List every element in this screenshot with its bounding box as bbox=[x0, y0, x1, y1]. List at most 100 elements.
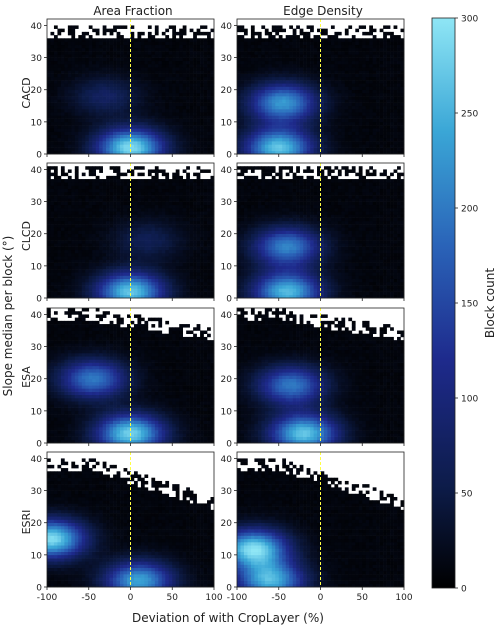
heatmap-cell bbox=[50, 249, 55, 254]
heatmap-cell bbox=[351, 64, 356, 68]
heatmap-cell bbox=[109, 73, 114, 78]
heatmap-cell bbox=[71, 99, 76, 103]
heatmap-cell bbox=[50, 67, 55, 71]
heatmap-cell bbox=[50, 278, 55, 283]
heatmap-cell bbox=[109, 28, 114, 33]
heatmap-cell bbox=[376, 112, 380, 116]
heatmap-cell bbox=[341, 73, 346, 78]
heatmap-cell bbox=[358, 115, 363, 119]
heatmap-cell bbox=[189, 211, 194, 215]
heatmap-cell bbox=[99, 144, 103, 148]
heatmap-cell bbox=[344, 131, 349, 136]
heatmap-cell bbox=[123, 109, 128, 113]
heatmap-cell bbox=[50, 137, 55, 142]
heatmap-cell bbox=[330, 134, 335, 139]
heatmap-cell bbox=[64, 243, 69, 247]
heatmap-cell bbox=[247, 38, 252, 42]
heatmap-cell bbox=[109, 109, 114, 113]
heatmap-cell bbox=[116, 76, 121, 81]
heatmap-cell bbox=[88, 89, 93, 94]
heatmap-cell bbox=[313, 47, 318, 52]
heatmap-cell bbox=[351, 86, 356, 91]
heatmap-cell bbox=[275, 105, 280, 110]
heatmap-cell bbox=[102, 269, 107, 273]
heatmap-cell bbox=[127, 294, 131, 299]
heatmap-cell bbox=[95, 288, 100, 292]
heatmap-cell bbox=[372, 109, 377, 113]
heatmap-cell bbox=[151, 150, 156, 155]
heatmap-cell bbox=[344, 57, 349, 62]
heatmap-cell bbox=[186, 227, 190, 231]
heatmap-cell bbox=[275, 73, 280, 78]
heatmap-cell bbox=[57, 281, 62, 286]
heatmap-cell bbox=[74, 51, 79, 55]
heatmap-cell bbox=[109, 92, 114, 97]
heatmap-cell bbox=[179, 47, 183, 52]
heatmap-cell bbox=[154, 281, 159, 286]
heatmap-cell bbox=[92, 64, 97, 68]
heatmap-cell bbox=[116, 121, 121, 126]
heatmap-cell bbox=[313, 134, 318, 139]
heatmap-cell bbox=[268, 150, 273, 155]
heatmap-cell bbox=[99, 220, 103, 225]
heatmap-cell bbox=[168, 211, 173, 215]
heatmap-cell bbox=[358, 73, 363, 78]
heatmap-cell bbox=[196, 83, 201, 87]
heatmap-cell bbox=[99, 54, 103, 58]
heatmap-cell bbox=[271, 109, 276, 113]
heatmap-cell bbox=[264, 76, 269, 81]
heatmap-cell bbox=[109, 291, 114, 296]
heatmap-cell bbox=[310, 73, 314, 78]
heatmap-cell bbox=[327, 92, 332, 97]
heatmap-cell bbox=[47, 246, 51, 251]
heatmap-cell bbox=[147, 131, 152, 136]
heatmap-cell bbox=[137, 44, 142, 49]
heatmap-cell bbox=[154, 96, 159, 100]
heatmap-cell bbox=[200, 150, 204, 155]
heatmap-cell bbox=[289, 105, 293, 110]
heatmap-cell bbox=[88, 240, 93, 244]
heatmap-cell bbox=[237, 86, 241, 91]
heatmap-cell bbox=[116, 92, 121, 97]
heatmap-cell bbox=[268, 118, 273, 123]
heatmap-cell bbox=[92, 121, 97, 126]
heatmap-cell bbox=[250, 44, 255, 49]
heatmap-cell bbox=[200, 240, 204, 244]
heatmap-cell bbox=[88, 57, 93, 62]
heatmap-cell bbox=[303, 115, 307, 119]
heatmap-cell bbox=[85, 243, 90, 247]
heatmap-cell bbox=[88, 44, 93, 49]
heatmap-cell bbox=[289, 96, 293, 100]
heatmap-cell bbox=[369, 28, 373, 33]
heatmap-cell bbox=[193, 272, 197, 276]
heatmap-cell bbox=[317, 54, 321, 58]
heatmap-cell bbox=[344, 118, 349, 123]
heatmap-cell bbox=[196, 80, 201, 84]
heatmap-cell bbox=[165, 137, 170, 142]
heatmap-cell bbox=[130, 70, 135, 74]
heatmap-cell bbox=[81, 112, 86, 116]
heatmap-cell bbox=[210, 131, 215, 136]
heatmap-cell bbox=[196, 86, 201, 91]
heatmap-cell bbox=[203, 294, 208, 299]
heatmap-cell bbox=[278, 35, 283, 39]
heatmap-cell bbox=[193, 64, 197, 68]
heatmap-cell bbox=[264, 57, 269, 62]
heatmap-cell bbox=[95, 262, 100, 267]
heatmap-cell bbox=[120, 137, 124, 142]
heatmap-cell bbox=[400, 86, 405, 91]
heatmap-cell bbox=[123, 269, 128, 273]
heatmap-cell bbox=[275, 86, 280, 91]
heatmap-cell bbox=[81, 236, 86, 241]
heatmap-cell bbox=[179, 243, 183, 247]
heatmap-cell bbox=[285, 67, 290, 71]
heatmap-cell bbox=[261, 121, 266, 126]
heatmap-cell bbox=[200, 86, 204, 91]
heatmap-cell bbox=[250, 99, 255, 103]
heatmap-cell bbox=[196, 214, 201, 218]
heatmap-cell bbox=[78, 141, 83, 145]
heatmap-cell bbox=[337, 54, 342, 58]
heatmap-cell bbox=[390, 41, 394, 46]
heatmap-cell bbox=[264, 99, 269, 103]
heatmap-cell bbox=[330, 47, 335, 52]
